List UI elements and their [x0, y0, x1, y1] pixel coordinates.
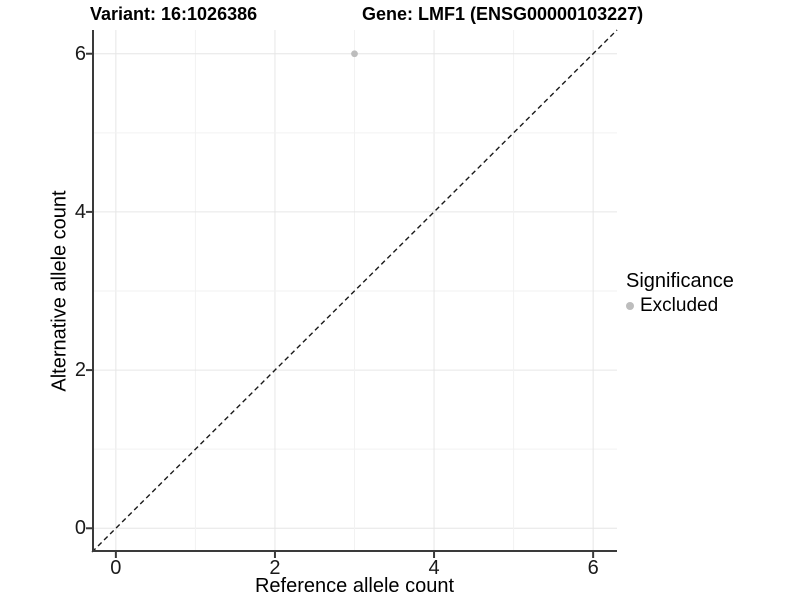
legend-item-excluded: Excluded: [626, 295, 734, 317]
legend-title: Significance: [626, 270, 734, 292]
y-tick-label: 6: [74, 42, 86, 65]
plot-panel: [86, 29, 618, 558]
gene-title: Gene: LMF1 (ENSG00000103227): [362, 4, 644, 24]
identity-line: [91, 29, 618, 553]
y-axis-title: Alternative allele count: [48, 190, 71, 392]
data-point-excluded: [351, 50, 358, 58]
y-tick-label: 0: [74, 517, 86, 540]
variant-title: Variant: 16:1026386: [90, 4, 258, 24]
excluded-point-icon: [626, 302, 634, 310]
x-axis-title: Reference allele count: [254, 575, 454, 597]
plot-svg: [86, 29, 618, 558]
legend-item-label: Excluded: [640, 295, 719, 316]
legend: Significance Excluded: [626, 270, 734, 317]
